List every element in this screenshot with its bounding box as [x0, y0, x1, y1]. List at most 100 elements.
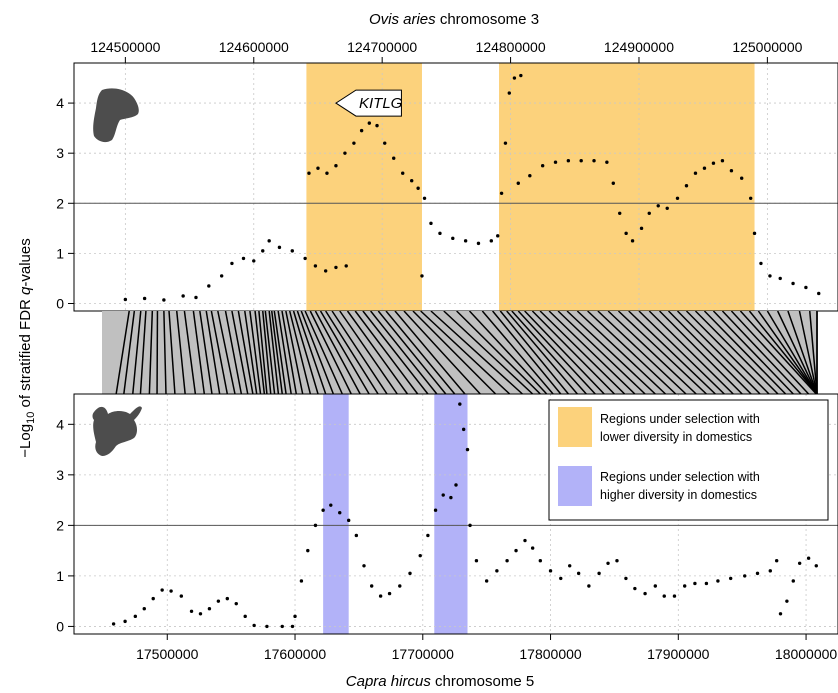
synteny-line-90	[798, 310, 818, 395]
data-point-64	[684, 184, 689, 188]
data-point-27	[375, 123, 379, 128]
synteny-line-33	[300, 310, 335, 395]
data-point-25	[359, 128, 364, 133]
data-point-50	[553, 160, 558, 164]
legend-lower-line1: Regions under selection with	[600, 412, 760, 426]
data-point-19	[293, 614, 297, 619]
synteny-line-43	[362, 310, 429, 395]
sheep-points	[123, 73, 821, 302]
synteny-line-87	[766, 310, 818, 395]
data-point-53	[559, 576, 563, 581]
synteny-line-36	[314, 310, 361, 395]
data-point-11	[267, 239, 271, 243]
synteny-line-79	[694, 310, 779, 395]
synteny-line-38	[325, 310, 379, 395]
data-point-33	[408, 571, 412, 576]
data-point-49	[523, 538, 527, 543]
y-tick-label-4: 4	[56, 416, 64, 432]
synteny-line-40	[339, 310, 398, 395]
data-point-57	[597, 571, 601, 576]
data-point-42	[499, 191, 504, 195]
x-tick-label-5: 125000000	[732, 39, 802, 55]
legend-higher-line2: higher diversity in domestics	[600, 488, 757, 502]
data-point-18	[344, 264, 348, 268]
data-point-3	[181, 294, 185, 298]
synteny-line-25	[270, 310, 283, 395]
data-point-23	[321, 508, 325, 512]
data-point-16	[265, 624, 269, 629]
data-point-61	[633, 586, 637, 591]
data-point-27	[354, 533, 359, 538]
data-point-48	[514, 548, 518, 553]
synteny-line-12	[205, 310, 221, 395]
synteny-line-77	[676, 310, 761, 395]
data-point-73	[759, 261, 763, 266]
data-point-1	[123, 619, 127, 624]
gene-arrow-shape	[335, 89, 402, 117]
data-point-52	[579, 158, 583, 163]
data-point-16	[323, 269, 328, 273]
selection-region-1	[499, 63, 755, 311]
data-point-39	[476, 241, 481, 246]
synteny-line-30	[288, 310, 312, 395]
y-axis-title-italic: q	[17, 286, 34, 295]
data-point-53	[592, 158, 596, 163]
synteny-line-68	[587, 310, 677, 395]
goat-points	[111, 402, 818, 629]
data-point-22	[313, 523, 318, 528]
data-point-65	[693, 171, 698, 175]
data-point-32	[416, 186, 420, 190]
data-point-9	[198, 612, 203, 616]
data-point-47	[505, 559, 509, 563]
y-tick-label-4: 4	[56, 95, 64, 111]
synteny-line-39	[331, 310, 388, 395]
bottom-axis-title-italic: Capra hircus	[346, 673, 432, 690]
x-tick-label-0: 124500000	[90, 39, 160, 55]
data-point-24	[329, 503, 333, 507]
data-point-23	[343, 151, 347, 155]
data-point-59	[639, 226, 644, 231]
legend-lower-line2: lower diversity in domestics	[600, 430, 752, 444]
y-tick-label-3: 3	[56, 145, 64, 161]
data-point-7	[179, 594, 184, 598]
synteny-line-7	[168, 310, 176, 395]
data-point-52	[548, 569, 553, 573]
synteny-line-74	[648, 310, 734, 395]
data-point-77	[804, 285, 808, 290]
data-point-6	[169, 589, 173, 593]
data-point-61	[656, 204, 660, 208]
legend-swatch-higher-diversity	[558, 466, 592, 506]
data-point-11	[216, 599, 221, 603]
data-point-35	[429, 221, 433, 226]
data-point-8	[241, 256, 246, 261]
data-point-41	[496, 234, 500, 238]
y-axis-title: −Log10 of stratified FDR q-values	[17, 238, 37, 457]
synteny-line-81	[712, 310, 794, 395]
synteny-line-58	[506, 310, 578, 395]
data-point-29	[369, 584, 374, 588]
data-point-3	[142, 607, 146, 611]
synteny-line-84	[739, 310, 817, 395]
synteny-line-46	[385, 310, 456, 395]
data-point-75	[778, 612, 783, 616]
data-point-76	[791, 281, 795, 286]
data-point-20	[299, 579, 304, 583]
x-tick-label-4: 124900000	[604, 39, 674, 55]
data-point-35	[426, 533, 430, 538]
data-point-50	[530, 546, 535, 550]
data-point-48	[528, 174, 532, 178]
top-axis-title-italic: Ovis aries	[369, 11, 436, 28]
y-tick-label-2: 2	[56, 517, 64, 533]
data-point-57	[624, 231, 628, 236]
data-point-45	[512, 76, 517, 80]
data-point-73	[768, 569, 772, 573]
data-point-58	[606, 561, 610, 565]
data-point-24	[352, 141, 356, 145]
synteny-line-63	[539, 310, 626, 395]
sheep-head-shape	[93, 88, 139, 143]
data-point-78	[817, 291, 821, 296]
legend-higher-line1: Regions under selection with	[600, 470, 760, 484]
synteny-line-19	[249, 310, 262, 395]
data-point-70	[728, 576, 733, 581]
